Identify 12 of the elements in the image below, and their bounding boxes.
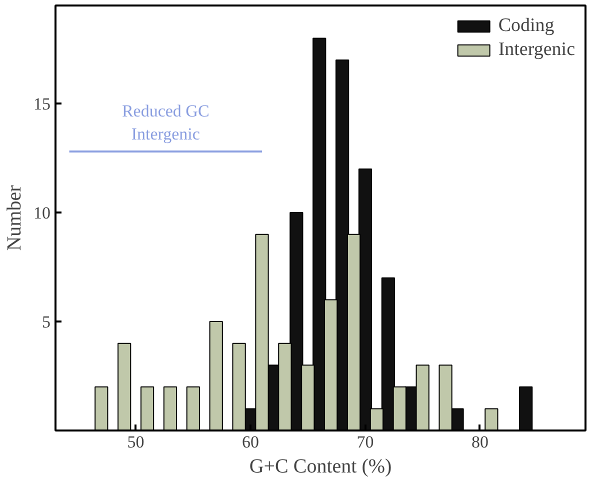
y-tick-label: 15 xyxy=(34,94,50,114)
y-tick-label: 5 xyxy=(42,312,50,332)
x-axis-title: G+C Content (%) xyxy=(249,456,392,478)
x-tick-label: 60 xyxy=(242,432,260,452)
x-tick-label: 80 xyxy=(471,432,488,452)
legend-label: Intergenic xyxy=(498,39,575,61)
y-tick-label: 10 xyxy=(34,204,50,223)
x-tick-label: 50 xyxy=(127,432,144,452)
annotation: Reduced GC Intergenic xyxy=(122,102,210,144)
y-axis-title: Number xyxy=(4,184,26,251)
legend-label: Coding xyxy=(498,15,554,37)
x-tick-label: 70 xyxy=(356,432,374,452)
